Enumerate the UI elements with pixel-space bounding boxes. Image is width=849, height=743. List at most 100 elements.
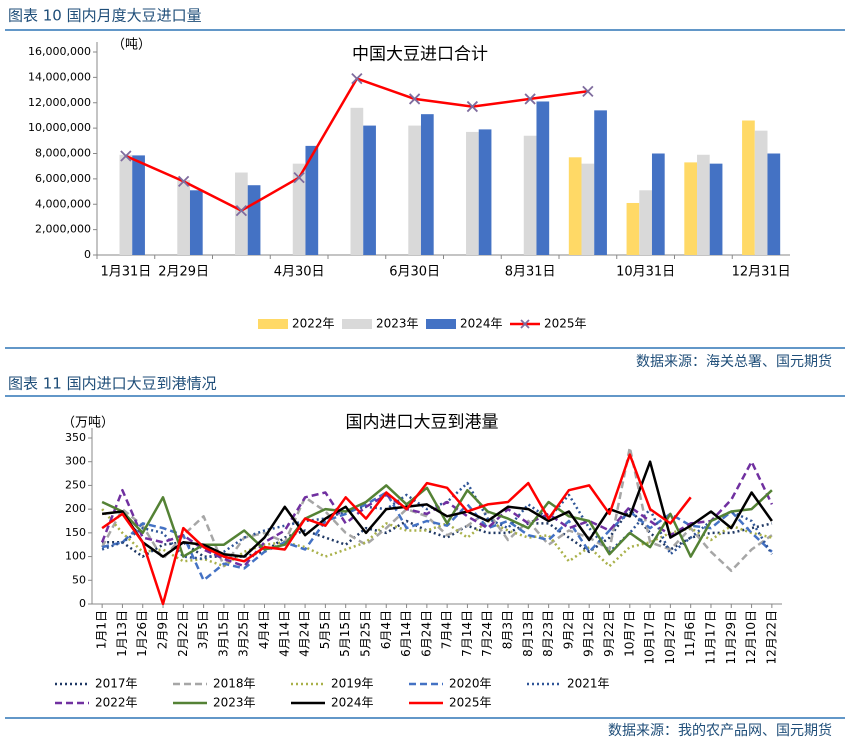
bar bbox=[568, 157, 582, 255]
x-tick-label: 4月30日 bbox=[274, 265, 325, 280]
y-tick-label: 50 bbox=[72, 573, 86, 586]
x-tick-label: 1月31日 bbox=[100, 265, 151, 280]
x-tick-label: 12月31日 bbox=[732, 265, 791, 280]
caption: 图表 11 国内进口大豆到港情况 bbox=[8, 375, 217, 393]
legend-label: 2024年 bbox=[460, 317, 503, 331]
series-line bbox=[102, 507, 773, 558]
bar bbox=[119, 154, 133, 255]
bar bbox=[754, 130, 768, 255]
bar bbox=[363, 125, 376, 256]
x-tick-label: 4月4日 bbox=[257, 610, 271, 649]
bar bbox=[466, 131, 479, 255]
x-tick-label: 11月6日 bbox=[683, 610, 697, 657]
marker bbox=[235, 204, 248, 217]
source: 数据来源：我的农产品网、国元期货 bbox=[608, 722, 832, 739]
legend-label: 2025年 bbox=[544, 317, 587, 331]
y-tick-label: 10,000,000 bbox=[28, 121, 91, 134]
x-tick-label: 11月17日 bbox=[703, 610, 717, 665]
x-tick-label: 1月26日 bbox=[135, 610, 149, 657]
x-tick-label: 10月17日 bbox=[643, 610, 657, 665]
bar bbox=[523, 135, 537, 255]
marker bbox=[177, 175, 190, 188]
series-line bbox=[101, 484, 773, 558]
x-tick-label: 9月22日 bbox=[602, 610, 616, 657]
x-tick-label: 8月31日 bbox=[505, 265, 556, 280]
y-tick-label: 8,000,000 bbox=[35, 147, 91, 160]
x-tick-label: 2月22日 bbox=[176, 610, 190, 657]
x-tick-label: 10月7日 bbox=[622, 610, 636, 657]
bar bbox=[639, 190, 652, 255]
y-tick-label: 12,000,000 bbox=[28, 96, 91, 109]
bar bbox=[684, 162, 698, 255]
y-tick-label: 200 bbox=[65, 502, 86, 515]
chart-title: 中国大豆进口合计 bbox=[352, 45, 488, 65]
x-tick-label: 8月13日 bbox=[521, 610, 535, 657]
unit-label: （吨） bbox=[112, 38, 151, 53]
bar bbox=[767, 153, 781, 255]
x-tick-label: 7月4日 bbox=[440, 610, 454, 649]
x-tick-label: 2月29日 bbox=[158, 265, 209, 280]
marker bbox=[582, 85, 594, 97]
series-line bbox=[101, 491, 773, 582]
legend-swatch bbox=[426, 319, 456, 329]
marker bbox=[351, 73, 363, 85]
y-tick-label: 100 bbox=[65, 550, 86, 563]
x-tick-label: 6月14日 bbox=[399, 610, 413, 657]
x-tick-label: 1月1日 bbox=[95, 610, 109, 649]
bar bbox=[132, 155, 145, 255]
source: 数据来源：海关总署、国元期货 bbox=[636, 353, 832, 370]
x-tick-label: 5月15日 bbox=[338, 610, 352, 657]
legend-label: 2023年 bbox=[213, 696, 256, 710]
x-tick-label: 9月12日 bbox=[582, 610, 596, 657]
bar bbox=[709, 163, 723, 255]
x-tick-label: 7月14日 bbox=[460, 610, 474, 657]
bar bbox=[177, 180, 190, 255]
legend-swatch bbox=[520, 319, 530, 329]
x-tick-label: 10月31日 bbox=[616, 265, 675, 280]
legend-label: 2020年 bbox=[449, 677, 492, 691]
bar bbox=[478, 129, 492, 255]
x-tick-label: 3月25日 bbox=[237, 610, 251, 657]
x-tick-label: 3月15日 bbox=[216, 610, 230, 657]
bar bbox=[350, 107, 364, 255]
bar bbox=[235, 172, 248, 255]
x-tick-label: 3月5日 bbox=[196, 610, 210, 649]
bar bbox=[651, 153, 665, 255]
y-tick-label: 6,000,000 bbox=[35, 172, 91, 185]
x-tick-label: 11月29日 bbox=[724, 610, 738, 665]
bar bbox=[420, 114, 434, 255]
legend-label: 2021年 bbox=[567, 677, 610, 691]
bar bbox=[626, 202, 640, 255]
x-tick-label: 9月2日 bbox=[561, 610, 575, 649]
legend-label: 2019年 bbox=[331, 677, 374, 691]
legend-label: 2023年 bbox=[376, 317, 419, 331]
y-tick-label: 4,000,000 bbox=[35, 197, 91, 210]
x-tick-label: 12月22日 bbox=[764, 610, 778, 665]
x-tick-label: 8月3日 bbox=[501, 610, 515, 649]
marker bbox=[466, 100, 479, 113]
y-tick-label: 150 bbox=[65, 526, 86, 539]
legend-label: 2017年 bbox=[95, 677, 138, 691]
bar bbox=[189, 190, 203, 255]
bar bbox=[581, 163, 595, 255]
bar bbox=[408, 125, 421, 256]
bar bbox=[247, 185, 261, 255]
x-tick-label: 7月24日 bbox=[480, 610, 494, 657]
x-tick-label: 5月5日 bbox=[318, 610, 332, 649]
y-tick-label: 300 bbox=[65, 455, 86, 468]
y-tick-label: 2,000,000 bbox=[35, 223, 91, 236]
legend-label: 2025年 bbox=[449, 696, 492, 710]
bar bbox=[536, 101, 550, 255]
x-tick-label: 5月25日 bbox=[358, 610, 372, 657]
bar bbox=[742, 120, 755, 255]
marker bbox=[524, 93, 536, 105]
y-tick-label: 0 bbox=[79, 597, 86, 610]
x-tick-label: 10月27日 bbox=[663, 610, 677, 665]
marker bbox=[408, 93, 421, 105]
legend-swatch bbox=[342, 319, 372, 329]
series-line bbox=[100, 446, 773, 573]
y-tick-label: 0 bbox=[84, 248, 91, 261]
legend-label: 2018年 bbox=[213, 677, 256, 691]
